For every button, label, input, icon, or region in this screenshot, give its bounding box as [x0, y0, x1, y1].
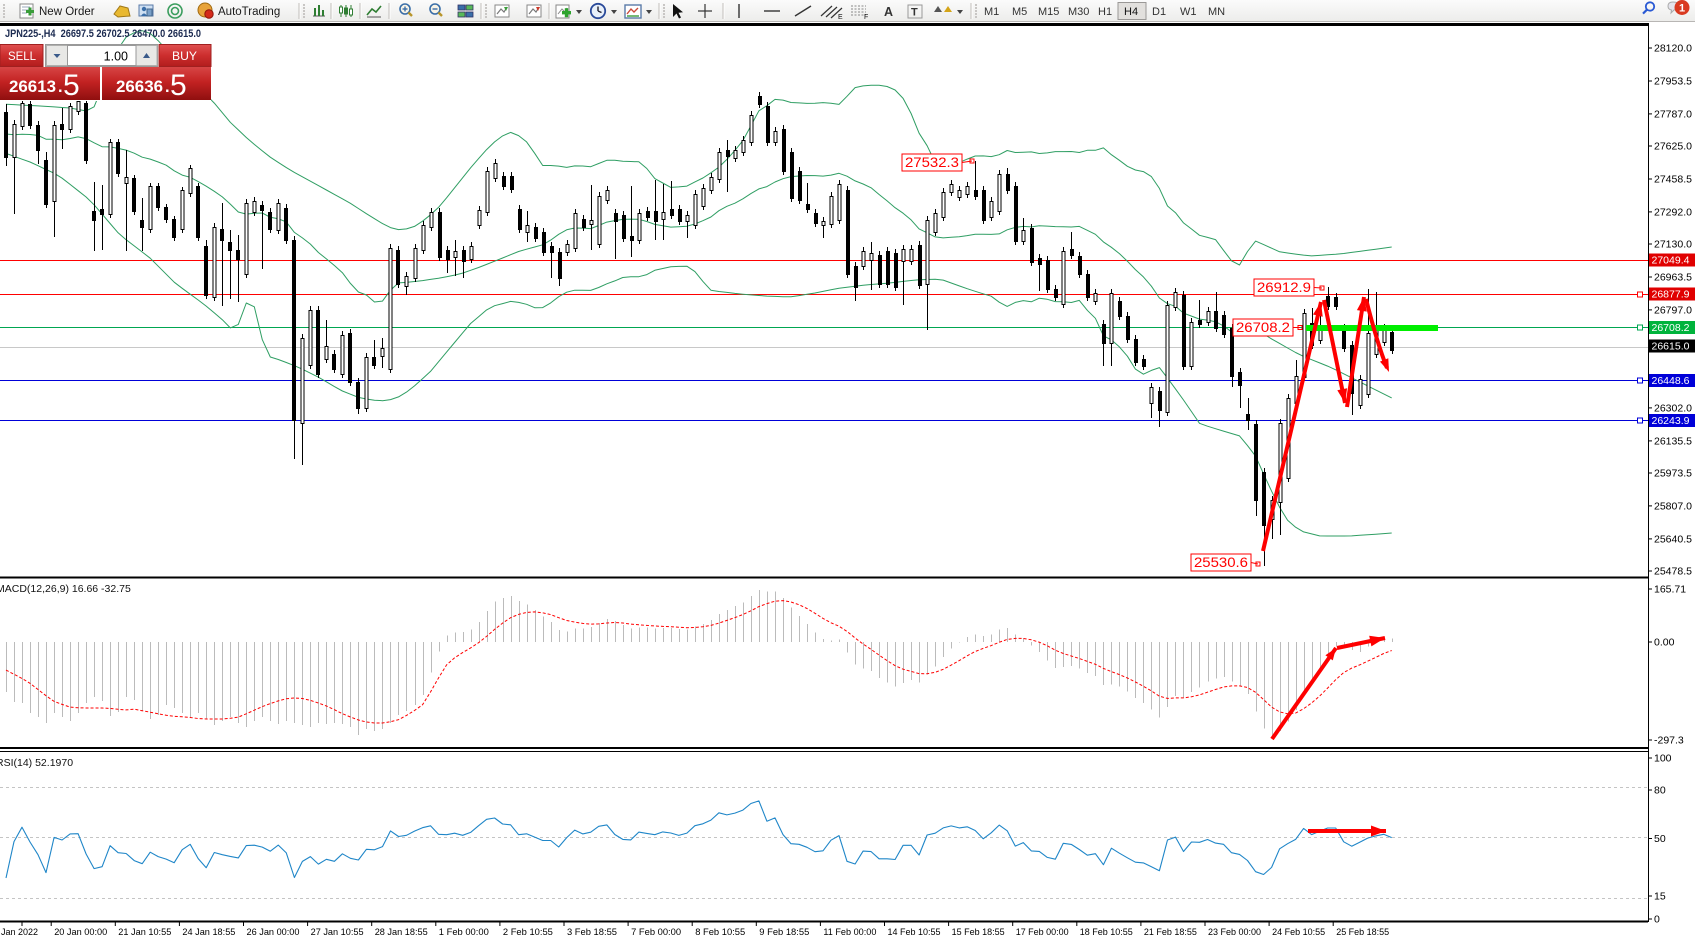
svg-text:24 Feb 10:55: 24 Feb 10:55 — [1272, 927, 1325, 938]
svg-text:27953.5: 27953.5 — [1654, 76, 1692, 88]
svg-text:1: 1 — [1679, 3, 1685, 15]
svg-text:11 Feb 00:00: 11 Feb 00:00 — [823, 927, 876, 938]
svg-text:D1: D1 — [1152, 6, 1166, 18]
svg-text:M30: M30 — [1068, 6, 1089, 18]
svg-text:21 Jan 10:55: 21 Jan 10:55 — [118, 927, 171, 938]
svg-text:26877.9: 26877.9 — [1652, 289, 1690, 301]
svg-text:26 Jan 00:00: 26 Jan 00:00 — [247, 927, 300, 938]
svg-text:27 Jan 10:55: 27 Jan 10:55 — [311, 927, 364, 938]
svg-text:25530.6: 25530.6 — [1194, 555, 1248, 570]
svg-text:18 Feb 10:55: 18 Feb 10:55 — [1080, 927, 1133, 938]
svg-text:H1: H1 — [1098, 6, 1112, 18]
svg-text:15: 15 — [1654, 891, 1666, 903]
svg-text:M1: M1 — [984, 6, 999, 18]
svg-text:100: 100 — [1654, 753, 1672, 765]
svg-text:1.00: 1.00 — [104, 50, 128, 64]
svg-text:21 Feb 18:55: 21 Feb 18:55 — [1144, 927, 1197, 938]
svg-text:9 Feb 18:55: 9 Feb 18:55 — [759, 927, 809, 938]
svg-text:165.71: 165.71 — [1654, 584, 1686, 596]
svg-text:0: 0 — [1654, 914, 1660, 926]
svg-text:28120.0: 28120.0 — [1654, 43, 1692, 55]
svg-text:7 Feb 00:00: 7 Feb 00:00 — [631, 927, 681, 938]
svg-text:T: T — [911, 7, 918, 19]
svg-text:26636: 26636 — [116, 78, 163, 96]
svg-text:25 Feb 18:55: 25 Feb 18:55 — [1336, 927, 1389, 938]
svg-text:14 Feb 10:55: 14 Feb 10:55 — [888, 927, 941, 938]
svg-text:27532.3: 27532.3 — [905, 155, 959, 170]
svg-text:80: 80 — [1654, 785, 1666, 797]
svg-text:26243.9: 26243.9 — [1652, 415, 1690, 427]
svg-text:A: A — [884, 5, 893, 19]
svg-text:JPN225-,H4 26697.5 26702.5 26: JPN225-,H4 26697.5 26702.5 26470.0 26615… — [5, 28, 201, 40]
svg-text:SELL: SELL — [8, 49, 36, 63]
svg-text:1 Feb 00:00: 1 Feb 00:00 — [439, 927, 489, 938]
svg-text:27130.0: 27130.0 — [1654, 239, 1692, 251]
svg-text:New Order: New Order — [39, 6, 95, 18]
svg-text:AutoTrading: AutoTrading — [218, 6, 280, 18]
svg-text:25807.0: 25807.0 — [1654, 501, 1692, 513]
svg-text:27625.0: 27625.0 — [1654, 141, 1692, 153]
svg-text:BUY: BUY — [172, 49, 197, 63]
svg-text:17 Feb 00:00: 17 Feb 00:00 — [1016, 927, 1069, 938]
svg-text:W1: W1 — [1180, 6, 1197, 18]
svg-text:RSI(14) 52.1970: RSI(14) 52.1970 — [0, 757, 73, 769]
svg-text:27292.0: 27292.0 — [1654, 207, 1692, 219]
svg-text:26708.2: 26708.2 — [1236, 320, 1290, 335]
svg-text:26448.6: 26448.6 — [1652, 375, 1690, 387]
svg-text:-297.3: -297.3 — [1654, 735, 1684, 747]
svg-text:24 Jan 18:55: 24 Jan 18:55 — [182, 927, 235, 938]
svg-text:.: . — [58, 78, 63, 96]
svg-text:26963.5: 26963.5 — [1654, 272, 1692, 284]
svg-text:8 Feb 10:55: 8 Feb 10:55 — [695, 927, 745, 938]
svg-text:26912.9: 26912.9 — [1257, 280, 1311, 295]
svg-text:.: . — [165, 78, 170, 96]
svg-text:25973.5: 25973.5 — [1654, 468, 1692, 480]
svg-text:M5: M5 — [1012, 6, 1027, 18]
svg-text:M15: M15 — [1038, 6, 1059, 18]
svg-text:MN: MN — [1208, 6, 1225, 18]
svg-text:26615.0: 26615.0 — [1652, 341, 1690, 353]
svg-text:F: F — [864, 14, 868, 21]
svg-text:26613: 26613 — [9, 78, 56, 96]
svg-text:E: E — [838, 14, 843, 21]
svg-text:25640.5: 25640.5 — [1654, 534, 1692, 546]
svg-text:5: 5 — [63, 69, 80, 102]
svg-text:Jan 2022: Jan 2022 — [1, 927, 38, 938]
svg-text:26302.0: 26302.0 — [1654, 403, 1692, 415]
svg-text:28 Jan 18:55: 28 Jan 18:55 — [375, 927, 428, 938]
svg-text:25478.5: 25478.5 — [1654, 566, 1692, 578]
svg-text:26797.0: 26797.0 — [1654, 305, 1692, 317]
svg-text:3 Feb 18:55: 3 Feb 18:55 — [567, 927, 617, 938]
svg-text:23 Feb 00:00: 23 Feb 00:00 — [1208, 927, 1261, 938]
svg-text:0.00: 0.00 — [1654, 637, 1675, 649]
svg-text:26135.5: 26135.5 — [1654, 436, 1692, 448]
svg-text:5: 5 — [170, 69, 187, 102]
svg-text:20 Jan 00:00: 20 Jan 00:00 — [54, 927, 107, 938]
svg-text:15 Feb 18:55: 15 Feb 18:55 — [952, 927, 1005, 938]
svg-text:MACD(12,26,9) 16.66 -32.75: MACD(12,26,9) 16.66 -32.75 — [0, 583, 131, 595]
svg-text:27458.5: 27458.5 — [1654, 174, 1692, 186]
svg-text:H4: H4 — [1124, 6, 1138, 18]
svg-text:50: 50 — [1654, 833, 1666, 845]
svg-text:2 Feb 10:55: 2 Feb 10:55 — [503, 927, 553, 938]
svg-text:26708.2: 26708.2 — [1652, 322, 1690, 334]
svg-text:27049.4: 27049.4 — [1652, 255, 1690, 267]
svg-text:27787.0: 27787.0 — [1654, 109, 1692, 121]
